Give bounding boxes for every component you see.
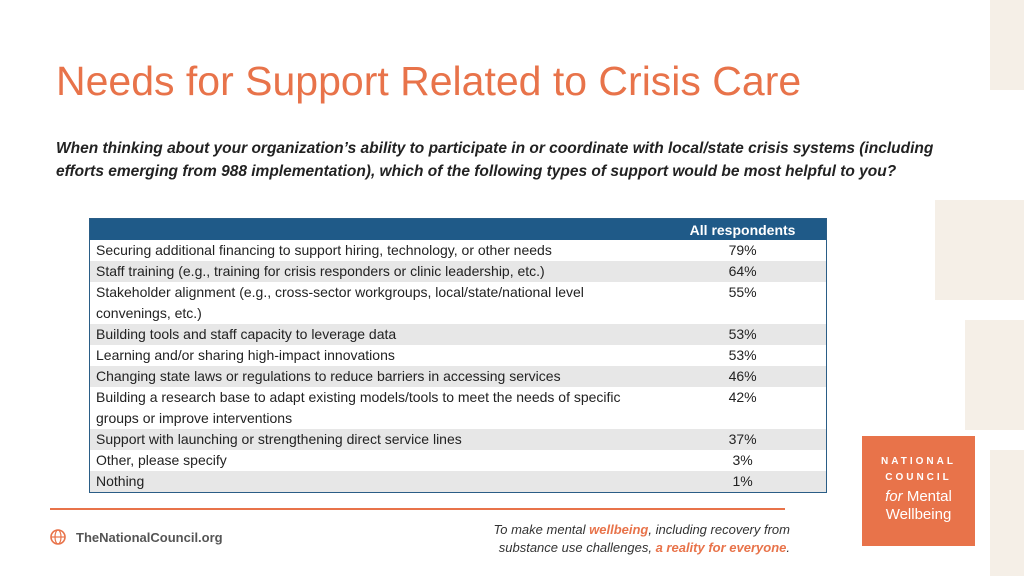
row-label: Staff training (e.g., training for crisi… [89, 261, 660, 282]
tagline-part: , including recovery from substance use … [498, 522, 790, 555]
table-row: Securing additional financing to support… [89, 240, 827, 261]
row-label: Changing state laws or regulations to re… [89, 366, 660, 387]
row-value: 37% [659, 429, 827, 450]
table-header-blank [89, 218, 660, 240]
table-row: Nothing 1% [89, 471, 827, 493]
row-value: 64% [659, 261, 827, 282]
background-decoration [990, 450, 1024, 576]
row-value: 53% [659, 345, 827, 366]
footer-divider [50, 508, 785, 510]
table-row: Learning and/or sharing high-impact inno… [89, 345, 827, 366]
logo-line: for Mental [862, 488, 975, 505]
survey-question: When thinking about your organization’s … [56, 140, 934, 180]
tagline-accent: wellbeing [589, 522, 649, 537]
table-header-row: All respondents [89, 218, 827, 240]
row-label: Securing additional financing to support… [89, 240, 660, 261]
globe-icon [50, 529, 66, 545]
row-value: 1% [659, 471, 827, 493]
row-value: 79% [659, 240, 827, 261]
table-row: Staff training (e.g., training for crisi… [89, 261, 827, 282]
row-label: Building tools and staff capacity to lev… [89, 324, 660, 345]
row-value: 46% [659, 366, 827, 387]
tagline-accent: a reality for everyone [655, 540, 787, 555]
table-row: Support with launching or strengthening … [89, 429, 827, 450]
logo-mental: Mental [906, 488, 952, 505]
logo-for: for [885, 488, 903, 505]
background-decoration [965, 320, 1024, 430]
table-row: Building a research base to adapt existi… [89, 387, 827, 429]
row-label: Learning and/or sharing high-impact inno… [89, 345, 660, 366]
row-value: 53% [659, 324, 827, 345]
row-value: 3% [659, 450, 827, 471]
footer-site: TheNationalCouncil.org [50, 529, 223, 545]
row-label: Stakeholder alignment (e.g., cross-secto… [89, 282, 660, 324]
row-label: Other, please specify [89, 450, 660, 471]
background-decoration [990, 0, 1024, 90]
logo-line: NATIONAL [881, 456, 956, 467]
tagline-part: To make mental [493, 522, 590, 537]
table-row: Other, please specify 3% [89, 450, 827, 471]
row-label: Nothing [89, 471, 660, 493]
logo-line: COUNCIL [885, 472, 952, 483]
row-value: 55% [659, 282, 827, 324]
table-header-all-respondents: All respondents [659, 218, 827, 240]
site-url[interactable]: TheNationalCouncil.org [76, 529, 223, 545]
results-table: All respondents Securing additional fina… [89, 218, 827, 493]
background-decoration [935, 200, 1024, 300]
page-title: Needs for Support Related to Crisis Care [56, 58, 802, 104]
row-label: Building a research base to adapt existi… [89, 387, 660, 429]
national-council-logo: NATIONAL COUNCIL for Mental Wellbeing [862, 436, 975, 546]
table-row: Building tools and staff capacity to lev… [89, 324, 827, 345]
table-row: Changing state laws or regulations to re… [89, 366, 827, 387]
footer-tagline: To make mental wellbeing, including reco… [490, 521, 790, 557]
row-label: Support with launching or strengthening … [89, 429, 660, 450]
logo-line: Wellbeing [885, 506, 952, 523]
row-value: 42% [659, 387, 827, 429]
tagline-part: . [786, 540, 790, 555]
table-row: Stakeholder alignment (e.g., cross-secto… [89, 282, 827, 324]
